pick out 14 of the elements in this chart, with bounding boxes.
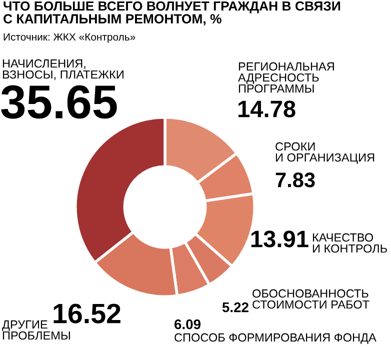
slice-label: ОБОСНОВАННОСТЬ СТОИМОСТИ РАБОТ — [252, 289, 370, 309]
data-label: 5.22 — [222, 302, 248, 312]
slice-label: КАЧЕСТВО И КОНТРОЛЬ — [312, 233, 387, 253]
slice-label: СРОКИ И ОРГАНИЗАЦИЯ — [276, 142, 374, 164]
slice-label: НАЧИСЛЕНИЯ, ВЗНОСЫ, ПЛАТЕЖКИ — [2, 59, 124, 80]
data-label: 6.09 — [174, 319, 201, 330]
slice-label: СПОСОБ ФОРМИРОВАНИЯ ФОНДА — [174, 333, 376, 344]
data-label: 35.65 — [1, 85, 117, 119]
data-label: 7.83 — [276, 172, 315, 188]
chart-title: ЧТО БОЛЬШЕ ВСЕГО ВОЛНУЕТ ГРАЖДАН В СВЯЗИ С КАПИТАЛЬНЫМ РЕМОНТОМ, % — [4, 1, 340, 26]
data-label: 14.78 — [238, 100, 296, 118]
chart-subtitle: Источник: ЖКХ «Контроль» — [4, 33, 136, 43]
slice-label: РЕГИОНАЛЬНАЯ АДРЕСНОСТЬ ПРОГРАММЫ — [238, 62, 334, 93]
data-label: 13.91 — [251, 230, 308, 248]
